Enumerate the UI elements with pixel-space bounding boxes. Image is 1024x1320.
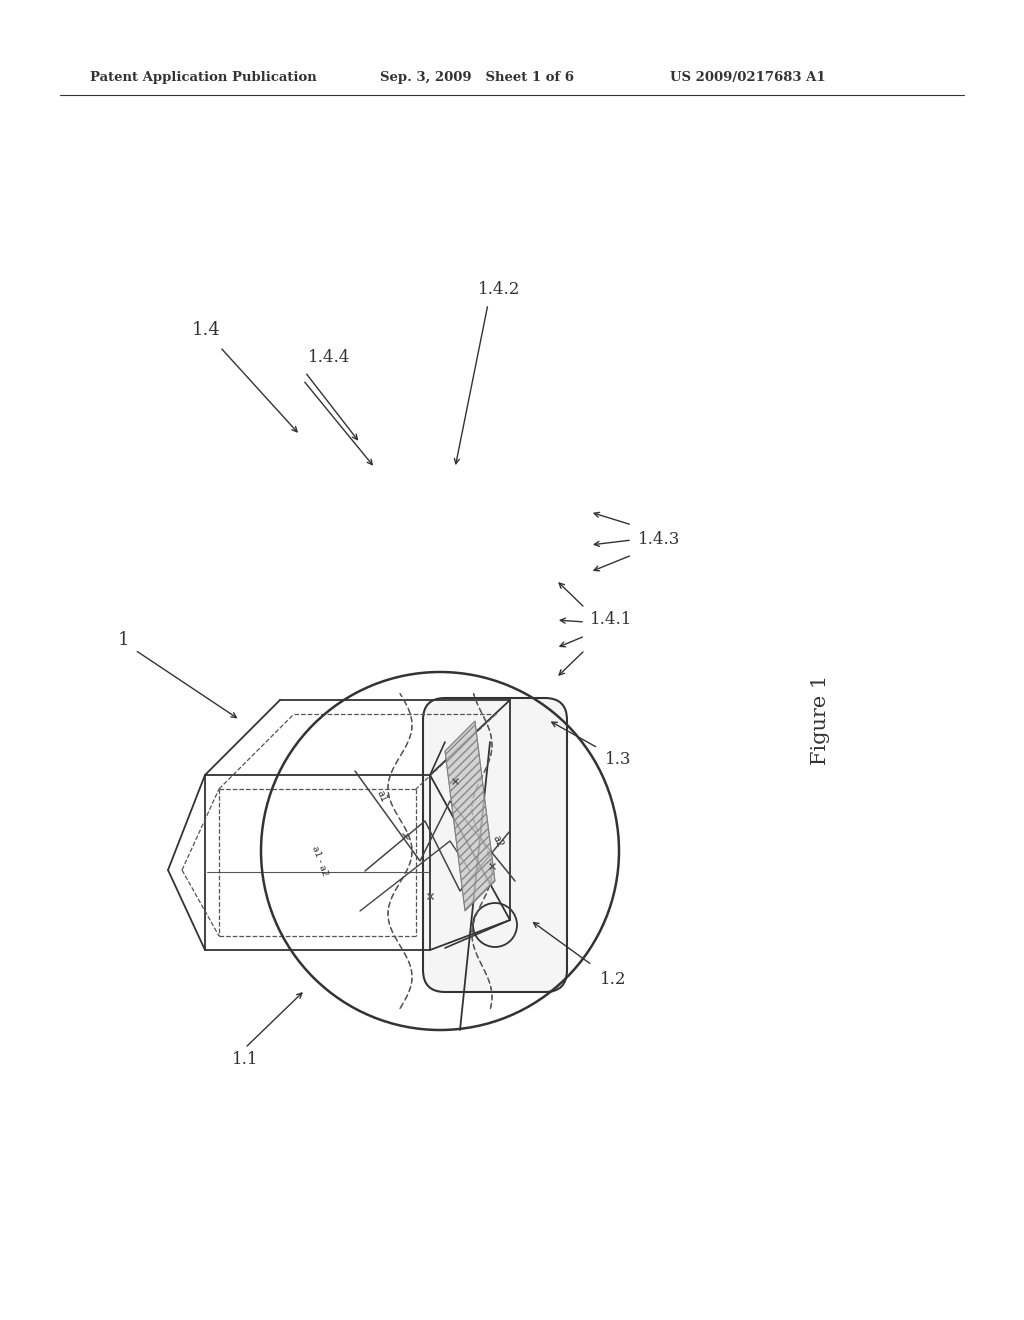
Text: US 2009/0217683 A1: US 2009/0217683 A1: [670, 71, 825, 84]
Text: 1.4: 1.4: [193, 321, 221, 339]
Text: 1.4.3: 1.4.3: [638, 532, 680, 549]
Text: 1.2: 1.2: [600, 972, 627, 989]
Polygon shape: [445, 721, 495, 911]
FancyBboxPatch shape: [423, 698, 567, 993]
Text: 1: 1: [118, 631, 129, 649]
Text: 1.4.1: 1.4.1: [590, 611, 633, 628]
Text: 1.1: 1.1: [231, 1052, 258, 1068]
Text: a1: a1: [375, 788, 389, 804]
Text: 1.3: 1.3: [605, 751, 632, 768]
Text: Sep. 3, 2009   Sheet 1 of 6: Sep. 3, 2009 Sheet 1 of 6: [380, 71, 574, 84]
Text: Figure 1: Figure 1: [811, 675, 829, 766]
Text: 1.4.2: 1.4.2: [478, 281, 520, 298]
Text: a2: a2: [490, 833, 505, 849]
Text: Patent Application Publication: Patent Application Publication: [90, 71, 316, 84]
Text: a1 - a2: a1 - a2: [310, 845, 330, 878]
Text: 1.4.4: 1.4.4: [308, 350, 350, 367]
